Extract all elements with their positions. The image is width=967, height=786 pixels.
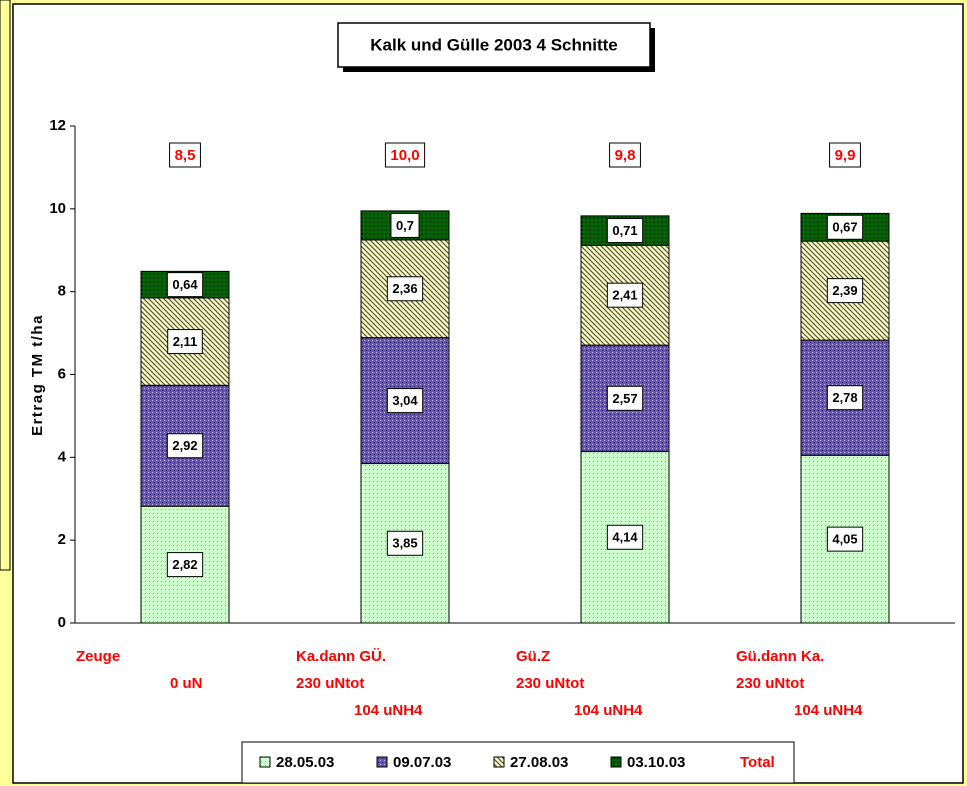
legend-box: [241, 741, 795, 784]
data-label-text: 3,04: [392, 393, 418, 408]
x-tick-label: Zeuge: [76, 648, 120, 665]
data-label: 4,05: [826, 526, 864, 552]
total-label-box: [829, 142, 861, 168]
data-label-box: [606, 282, 644, 308]
x-tick-label: Ka.dann GÜ.: [296, 648, 386, 665]
data-label-box: [166, 433, 204, 459]
data-label: 0,7: [390, 212, 420, 238]
data-label-text: 2,92: [172, 438, 197, 453]
total-label-text: 9,9: [835, 147, 856, 164]
data-label-text: 2,82: [172, 557, 197, 572]
legend-label: 27.08.03: [510, 754, 568, 771]
x-tick-label: 230 uNtot: [296, 675, 364, 692]
data-label: 2,36: [386, 276, 424, 302]
data-label-text: 3,85: [392, 536, 417, 551]
data-label-text: 4,05: [832, 532, 857, 547]
x-tick-label: 104 uNH4: [794, 702, 863, 719]
data-label-box: [167, 329, 203, 355]
x-tick-label: 104 uNH4: [574, 702, 643, 719]
y-tick-label: 12: [49, 117, 66, 134]
legend-swatch: [259, 756, 271, 768]
data-label-text: 0,71: [612, 223, 637, 238]
total-label-box: [609, 142, 641, 168]
data-label: 2,92: [166, 433, 204, 459]
x-tick-label: Gü.Z: [516, 648, 550, 665]
y-tick-label: 0: [58, 614, 66, 631]
data-label-text: 2,36: [392, 281, 417, 296]
data-label-text: 2,39: [832, 283, 857, 298]
data-label-text: 2,41: [612, 288, 637, 303]
data-label: 2,82: [166, 552, 204, 578]
y-tick-label: 10: [49, 200, 66, 217]
data-label-text: 0,64: [172, 277, 198, 292]
data-label-box: [826, 385, 864, 411]
legend-label: 09.07.03: [393, 754, 451, 771]
x-tick-label: 230 uNtot: [516, 675, 584, 692]
data-label: 2,41: [606, 282, 644, 308]
data-label: 2,11: [167, 329, 203, 355]
data-label: 4,14: [606, 524, 644, 550]
legend-swatch: [493, 756, 505, 768]
total-label-text: 9,8: [615, 147, 636, 164]
data-label-box: [826, 214, 864, 240]
chart-title: Kalk und Gülle 2003 4 Schnitte: [370, 35, 618, 54]
data-label: 2,39: [826, 278, 864, 304]
total-label: 8,5: [169, 142, 201, 168]
data-label-box: [166, 552, 204, 578]
x-tick-label: 230 uNtot: [736, 675, 804, 692]
y-tick-label: 4: [58, 448, 67, 465]
x-tick-label: 104 uNH4: [354, 702, 423, 719]
data-label: 3,85: [386, 530, 424, 556]
data-label-text: 4,14: [612, 530, 638, 545]
y-tick-label: 6: [58, 365, 66, 382]
data-label: 3,04: [386, 388, 424, 414]
data-label: 0,71: [606, 218, 644, 244]
data-label-box: [386, 388, 424, 414]
legend-label: 03.10.03: [627, 754, 685, 771]
data-label: 2,78: [826, 385, 864, 411]
data-label-box: [606, 218, 644, 244]
data-label-text: 0,67: [832, 220, 857, 235]
total-label-text: 10,0: [390, 147, 419, 164]
frame-edge: [0, 0, 11, 571]
data-label-box: [166, 272, 204, 298]
total-label-box: [384, 142, 426, 168]
y-axis-label: Ertrag TM t/ha: [29, 314, 46, 436]
total-label: 9,8: [609, 142, 641, 168]
legend-label: Total: [740, 754, 775, 771]
data-label-box: [826, 526, 864, 552]
data-label-box: [606, 385, 644, 411]
y-tick-label: 8: [58, 283, 66, 300]
total-label-text: 8,5: [175, 147, 196, 164]
data-label-box: [390, 212, 420, 238]
data-label-box: [386, 276, 424, 302]
data-label: 0,67: [826, 214, 864, 240]
data-label-box: [386, 530, 424, 556]
bar-segment: [360, 239, 450, 339]
data-label: 2,57: [606, 385, 644, 411]
legend-label: 28.05.03: [276, 754, 334, 771]
x-tick-label: 0 uN: [170, 675, 203, 692]
data-label: 0,64: [166, 272, 204, 298]
total-label: 9,9: [829, 142, 861, 168]
x-tick-label: Gü.dann Ka.: [736, 648, 824, 665]
legend-swatch: [610, 756, 622, 768]
title-box: [337, 22, 651, 68]
data-label-text: 2,11: [173, 334, 198, 349]
legend-swatch: [376, 756, 388, 768]
total-label: 10,0: [384, 142, 426, 168]
data-label-text: 2,57: [612, 391, 637, 406]
data-label-text: 0,7: [396, 218, 414, 233]
data-label-text: 2,78: [832, 390, 857, 405]
data-label-box: [826, 278, 864, 304]
data-label-box: [606, 524, 644, 550]
total-label-box: [169, 142, 201, 168]
y-tick-label: 2: [58, 531, 66, 548]
